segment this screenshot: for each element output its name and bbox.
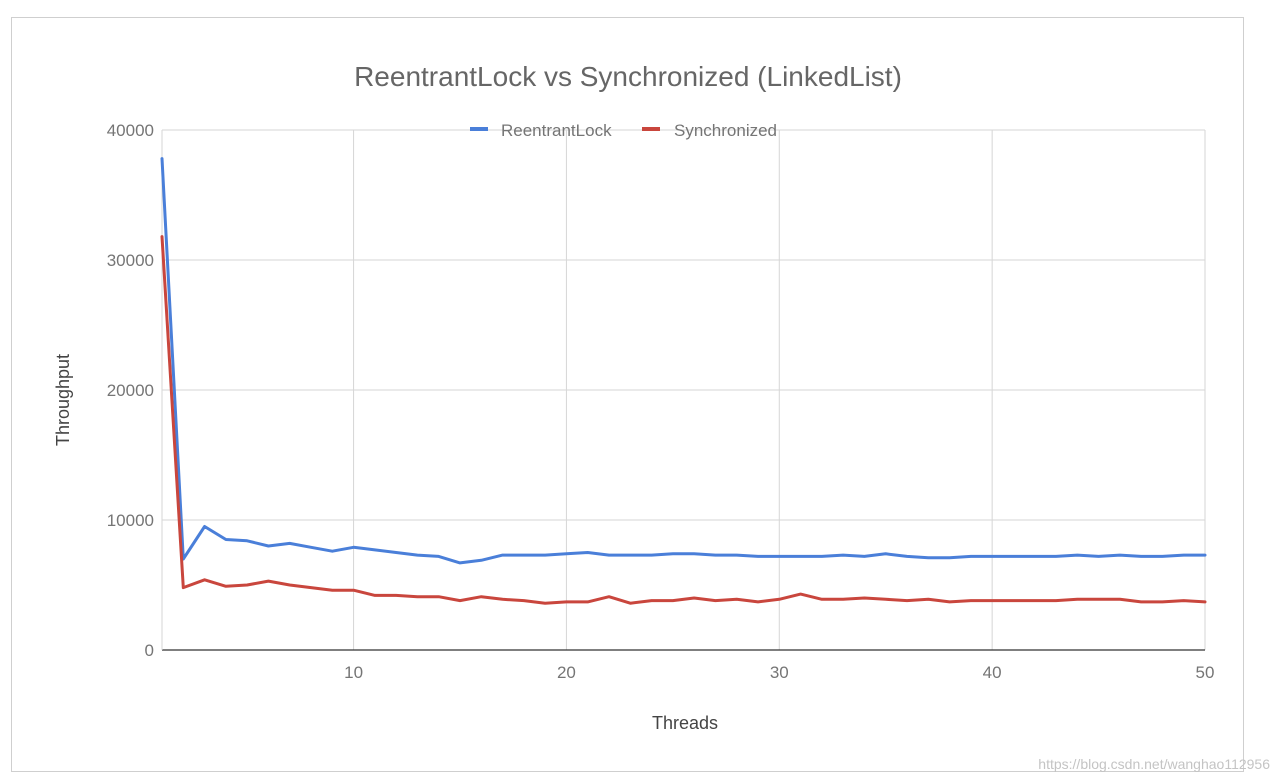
- x-tick-label: 10: [344, 663, 363, 682]
- x-tick-label: 30: [770, 663, 789, 682]
- series-line-synchronized: [160, 235, 1207, 605]
- y-tick-label: 0: [145, 641, 154, 660]
- y-axis-label: Throughput: [53, 354, 73, 446]
- y-tick-label: 40000: [107, 121, 154, 140]
- series-lines: [160, 157, 1207, 605]
- legend-label-reentrantlock: ReentrantLock: [501, 121, 612, 140]
- tick-labels: 0 10000 20000 30000 40000 10 20 30 40 50: [107, 121, 1215, 682]
- x-axis-label: Threads: [652, 713, 718, 733]
- grid: [162, 129, 1206, 650]
- x-tick-label: 40: [983, 663, 1002, 682]
- x-tick-label: 20: [557, 663, 576, 682]
- axes: [161, 130, 1205, 651]
- y-tick-label: 30000: [107, 251, 154, 270]
- y-tick-label: 10000: [107, 511, 154, 530]
- legend-swatch-synchronized: [642, 127, 660, 131]
- y-tick-label: 20000: [107, 381, 154, 400]
- x-tick-label: 50: [1196, 663, 1215, 682]
- chart-frame: [11, 17, 1244, 772]
- chart-title: ReentrantLock vs Synchronized (LinkedLis…: [354, 61, 902, 92]
- legend-swatch-reentrantlock: [470, 127, 488, 131]
- legend-label-synchronized: Synchronized: [674, 121, 777, 140]
- legend: ReentrantLock Synchronized: [470, 121, 777, 140]
- watermark: https://blog.csdn.net/wanghao112956: [1038, 756, 1270, 772]
- series-line-reentrantlock: [160, 157, 1207, 565]
